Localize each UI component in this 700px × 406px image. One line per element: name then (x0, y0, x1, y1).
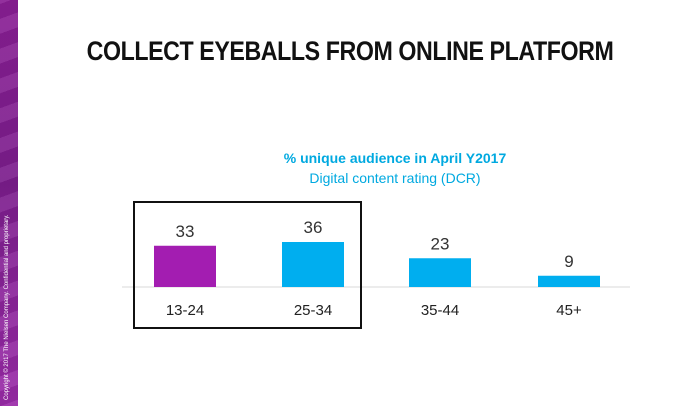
data-label-13-24: 33 (176, 222, 195, 241)
data-label-35-44: 23 (431, 234, 450, 253)
category-label-35-44: 35-44 (421, 302, 459, 319)
bar-25-34 (282, 242, 344, 287)
slide-title: COLLECT EYEBALLS FROM ONLINE PLATFORM (86, 36, 614, 66)
category-label-25-34: 25-34 (294, 302, 332, 319)
side-stripe: Copyright © 2017 The Nielsen Company. Co… (0, 0, 18, 406)
bar-13-24 (154, 245, 216, 287)
data-label-25-34: 36 (304, 218, 323, 237)
chart-subtitle: Digital content rating (DCR) (309, 170, 481, 186)
category-label-45+: 45+ (556, 302, 582, 319)
data-label-45+: 9 (564, 252, 573, 271)
bar-35-44 (409, 258, 471, 287)
highlight-box (133, 201, 362, 329)
category-label-13-24: 13-24 (166, 302, 204, 319)
bar-45+ (538, 275, 600, 287)
chart-title: % unique audience in April Y2017 (283, 150, 507, 166)
